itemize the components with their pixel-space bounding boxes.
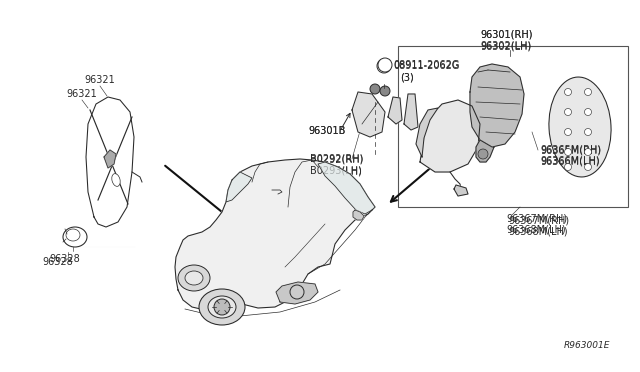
- Ellipse shape: [112, 174, 120, 186]
- Text: B0293(LH): B0293(LH): [310, 165, 362, 175]
- Ellipse shape: [66, 229, 80, 241]
- Polygon shape: [476, 140, 494, 162]
- Polygon shape: [454, 185, 468, 196]
- Circle shape: [214, 299, 230, 315]
- Polygon shape: [104, 150, 116, 168]
- Circle shape: [584, 89, 591, 96]
- Text: N: N: [382, 61, 388, 70]
- Text: 96366M(LH): 96366M(LH): [540, 155, 600, 165]
- Text: N: N: [381, 61, 387, 71]
- Text: 96366M(LH): 96366M(LH): [540, 156, 600, 166]
- Text: 96321: 96321: [84, 75, 115, 85]
- Polygon shape: [388, 97, 402, 124]
- Text: (3): (3): [400, 72, 413, 82]
- Circle shape: [290, 285, 304, 299]
- Circle shape: [370, 84, 380, 94]
- Circle shape: [380, 86, 390, 96]
- Circle shape: [584, 148, 591, 155]
- Ellipse shape: [63, 227, 87, 247]
- Text: 96302(LH): 96302(LH): [480, 40, 531, 50]
- Text: 96367M(RH): 96367M(RH): [506, 213, 567, 223]
- Text: B0292(RH): B0292(RH): [310, 153, 364, 163]
- Circle shape: [584, 128, 591, 135]
- Polygon shape: [226, 172, 252, 202]
- Ellipse shape: [185, 271, 203, 285]
- Text: 96301B: 96301B: [308, 126, 346, 136]
- Ellipse shape: [549, 77, 611, 177]
- Circle shape: [584, 164, 591, 170]
- Polygon shape: [175, 159, 375, 310]
- Circle shape: [377, 59, 391, 73]
- Text: 96302(LH): 96302(LH): [480, 41, 531, 51]
- Ellipse shape: [208, 296, 236, 318]
- Ellipse shape: [178, 265, 210, 291]
- Text: 96328: 96328: [43, 257, 74, 267]
- Circle shape: [478, 149, 488, 159]
- Text: 96321: 96321: [67, 89, 97, 99]
- Text: 08911-2062G: 08911-2062G: [393, 60, 460, 70]
- Circle shape: [564, 89, 572, 96]
- Text: 96301(RH): 96301(RH): [480, 29, 532, 39]
- Polygon shape: [404, 94, 418, 130]
- Text: B0293(LH): B0293(LH): [310, 166, 362, 176]
- Bar: [398, 46, 628, 207]
- Text: 96367M(RH): 96367M(RH): [508, 215, 569, 225]
- Text: 96368M(LH): 96368M(LH): [508, 226, 568, 236]
- Circle shape: [378, 58, 392, 72]
- Polygon shape: [420, 100, 480, 172]
- Text: 96301(RH): 96301(RH): [480, 29, 532, 39]
- Text: 96328: 96328: [50, 254, 81, 264]
- Text: 96365M(RH): 96365M(RH): [540, 144, 601, 154]
- Polygon shape: [470, 64, 524, 147]
- Polygon shape: [353, 210, 364, 220]
- Text: 08911-2062G: 08911-2062G: [393, 61, 460, 71]
- Circle shape: [564, 128, 572, 135]
- Polygon shape: [276, 282, 318, 304]
- Polygon shape: [416, 108, 438, 157]
- Text: 96365M(RH): 96365M(RH): [540, 145, 601, 155]
- Text: 96368M(LH): 96368M(LH): [506, 224, 566, 234]
- Text: 96301B: 96301B: [308, 126, 346, 136]
- Circle shape: [564, 148, 572, 155]
- Polygon shape: [352, 92, 385, 137]
- Ellipse shape: [199, 289, 245, 325]
- Polygon shape: [86, 97, 134, 227]
- Circle shape: [584, 109, 591, 115]
- Text: B0292(RH): B0292(RH): [310, 154, 364, 164]
- Text: (3): (3): [400, 72, 413, 82]
- Circle shape: [564, 109, 572, 115]
- Polygon shape: [318, 162, 375, 214]
- Text: R963001E: R963001E: [563, 341, 610, 350]
- Circle shape: [564, 164, 572, 170]
